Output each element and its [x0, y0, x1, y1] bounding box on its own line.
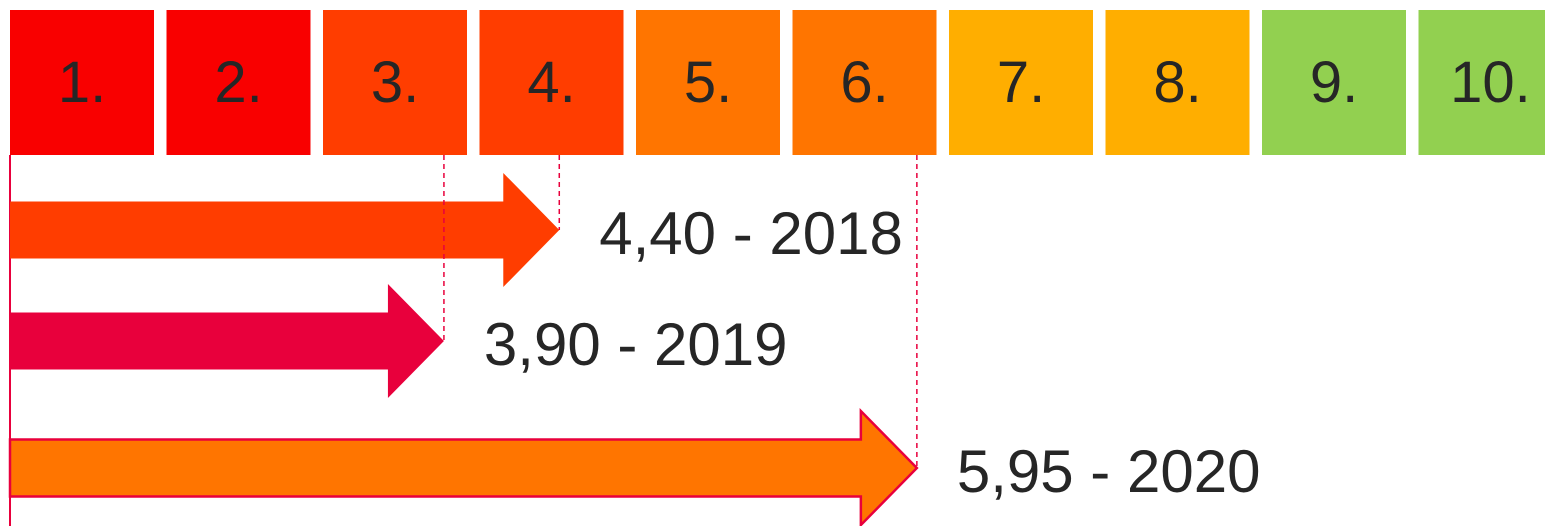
scale-label: 1.	[58, 50, 106, 115]
scale-box	[949, 10, 1093, 155]
scale-box	[792, 10, 937, 155]
arrow	[10, 284, 444, 398]
scale-label: 4.	[527, 50, 575, 115]
scale-box	[10, 10, 154, 155]
scale-box	[1262, 10, 1406, 155]
scale-box	[166, 10, 311, 155]
scale-box	[1418, 10, 1545, 155]
scale-label: 5.	[684, 50, 732, 115]
arrow-label: 5,95 - 2020	[957, 438, 1261, 505]
scale-label: 9.	[1310, 50, 1358, 115]
scale-box	[1105, 10, 1250, 155]
scale-label: 2.	[214, 50, 262, 115]
scale-label: 10.	[1450, 50, 1531, 115]
scale-label: 8.	[1153, 50, 1201, 115]
arrow-label: 3,90 - 2019	[484, 311, 788, 378]
scale-label: 7.	[997, 50, 1045, 115]
scale-box	[636, 10, 780, 155]
scale-label: 6.	[840, 50, 888, 115]
scale-box	[479, 10, 624, 155]
scale-label: 3.	[371, 50, 419, 115]
scale-box	[323, 10, 467, 155]
arrow	[8, 407, 919, 526]
arrow	[10, 173, 560, 287]
arrow-label: 4,40 - 2018	[599, 200, 903, 267]
